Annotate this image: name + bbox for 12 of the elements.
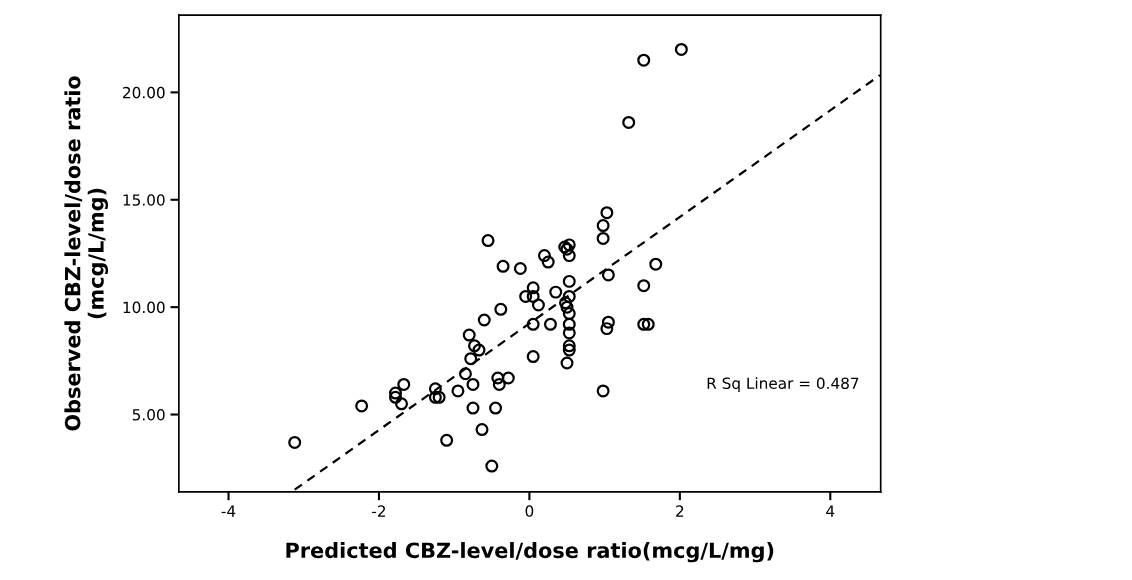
x-tick-label: 4 — [826, 505, 835, 517]
annotation: R Sq Linear = 0.487 — [707, 377, 859, 392]
x-tick-label: 0 — [525, 505, 534, 517]
x-axis-title: Predicted CBZ-level/dose ratio(mcg/L/mg) — [286, 542, 774, 563]
x-tick-label: -2 — [372, 505, 386, 517]
y-tick-label: 10.00 — [123, 301, 165, 314]
y-axis-title: Observed CBZ-level/dose ratio (mcg/L/mg) — [64, 76, 109, 431]
y-tick-label: 5.00 — [132, 408, 165, 421]
y-tick-label: 15.00 — [123, 194, 165, 206]
x-tick-label: -4 — [221, 505, 236, 517]
y-tick-label: 20.00 — [123, 86, 165, 99]
x-tick-label: 2 — [676, 505, 684, 517]
